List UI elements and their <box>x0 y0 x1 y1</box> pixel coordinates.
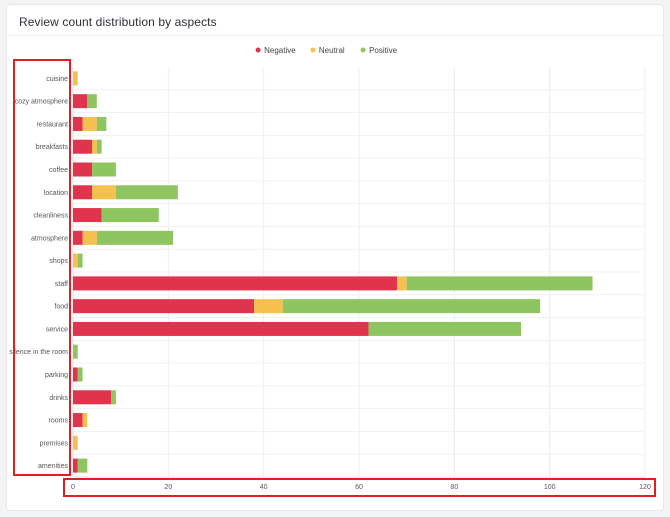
bar-positive <box>96 230 174 245</box>
bar-positive <box>115 185 178 200</box>
category-label: cleanliness <box>33 213 68 220</box>
bar-negative <box>73 139 93 154</box>
category-label: silence in the room <box>9 349 68 356</box>
category-label: premises <box>40 440 69 447</box>
bar-positive <box>77 253 83 268</box>
legend-label-negative: Negative <box>264 46 296 55</box>
bar-negative <box>73 185 93 200</box>
bar-negative <box>73 116 83 131</box>
bar-positive <box>282 299 541 314</box>
x-tick-label: 40 <box>260 484 268 491</box>
category-label: coffee <box>49 167 68 174</box>
bar-neutral <box>82 413 88 428</box>
bar-positive <box>77 367 83 382</box>
legend-label-neutral: Neutral <box>319 46 345 55</box>
bar-positive <box>101 208 159 223</box>
category-label: location <box>44 190 68 197</box>
highlight-box-category-labels <box>13 59 71 476</box>
bar-negative <box>73 94 88 109</box>
category-label: atmosphere <box>31 235 68 242</box>
bar-positive <box>368 321 522 336</box>
category-label: amenities <box>38 463 68 470</box>
bar-positive <box>77 458 88 473</box>
bar-positive <box>96 116 107 131</box>
category-label: breakfasts <box>36 144 69 151</box>
bar-neutral <box>397 276 407 291</box>
bar-neutral <box>82 230 97 245</box>
legend-marker-neutral <box>310 47 316 53</box>
x-tick-label: 60 <box>355 484 363 491</box>
bar-neutral <box>73 253 78 268</box>
bar-negative <box>73 367 78 382</box>
category-label: parking <box>45 372 68 379</box>
bar-positive <box>111 390 116 405</box>
bar-negative <box>73 299 255 314</box>
bar-negative <box>73 390 112 405</box>
chart-title: Review count distribution by aspects <box>19 15 217 29</box>
legend-marker-negative <box>255 47 261 53</box>
title-divider <box>7 35 663 36</box>
chart-card: Review count distribution by aspects <box>6 4 664 511</box>
x-tick-label: 100 <box>544 484 556 491</box>
bar-negative <box>73 321 369 336</box>
bar-positive <box>96 139 102 154</box>
category-label: service <box>46 326 68 333</box>
category-label: staff <box>55 281 68 288</box>
bar-positive <box>92 162 116 177</box>
bar-neutral <box>73 435 78 450</box>
bar-negative <box>73 162 93 177</box>
bar-neutral <box>73 71 78 86</box>
bar-negative <box>73 413 83 428</box>
category-label: food <box>54 304 68 311</box>
highlight-box-x-axis <box>63 478 656 497</box>
x-tick-label: 80 <box>450 484 458 491</box>
x-tick-label: 120 <box>639 484 651 491</box>
bar-positive <box>406 276 593 291</box>
bar-negative <box>73 230 83 245</box>
bar-neutral <box>254 299 283 314</box>
bar-negative <box>73 208 102 223</box>
bar-positive <box>87 94 97 109</box>
legend-label-positive: Positive <box>369 46 398 55</box>
bar-neutral <box>92 139 97 154</box>
bar-negative <box>73 458 78 473</box>
bar-negative <box>73 276 398 291</box>
category-label: cuisine <box>46 76 68 83</box>
category-label: cozy atmosphere <box>15 99 68 106</box>
x-tick-label: 0 <box>71 484 75 491</box>
category-label: shops <box>49 258 68 265</box>
bar-neutral <box>82 116 97 131</box>
bar-positive <box>73 344 78 359</box>
bar-neutral <box>92 185 116 200</box>
category-label: rooms <box>49 418 69 425</box>
x-tick-label: 20 <box>164 484 172 491</box>
category-label: restaurant <box>36 121 68 128</box>
category-label: drinks <box>49 395 68 402</box>
legend-marker-positive <box>360 47 366 53</box>
